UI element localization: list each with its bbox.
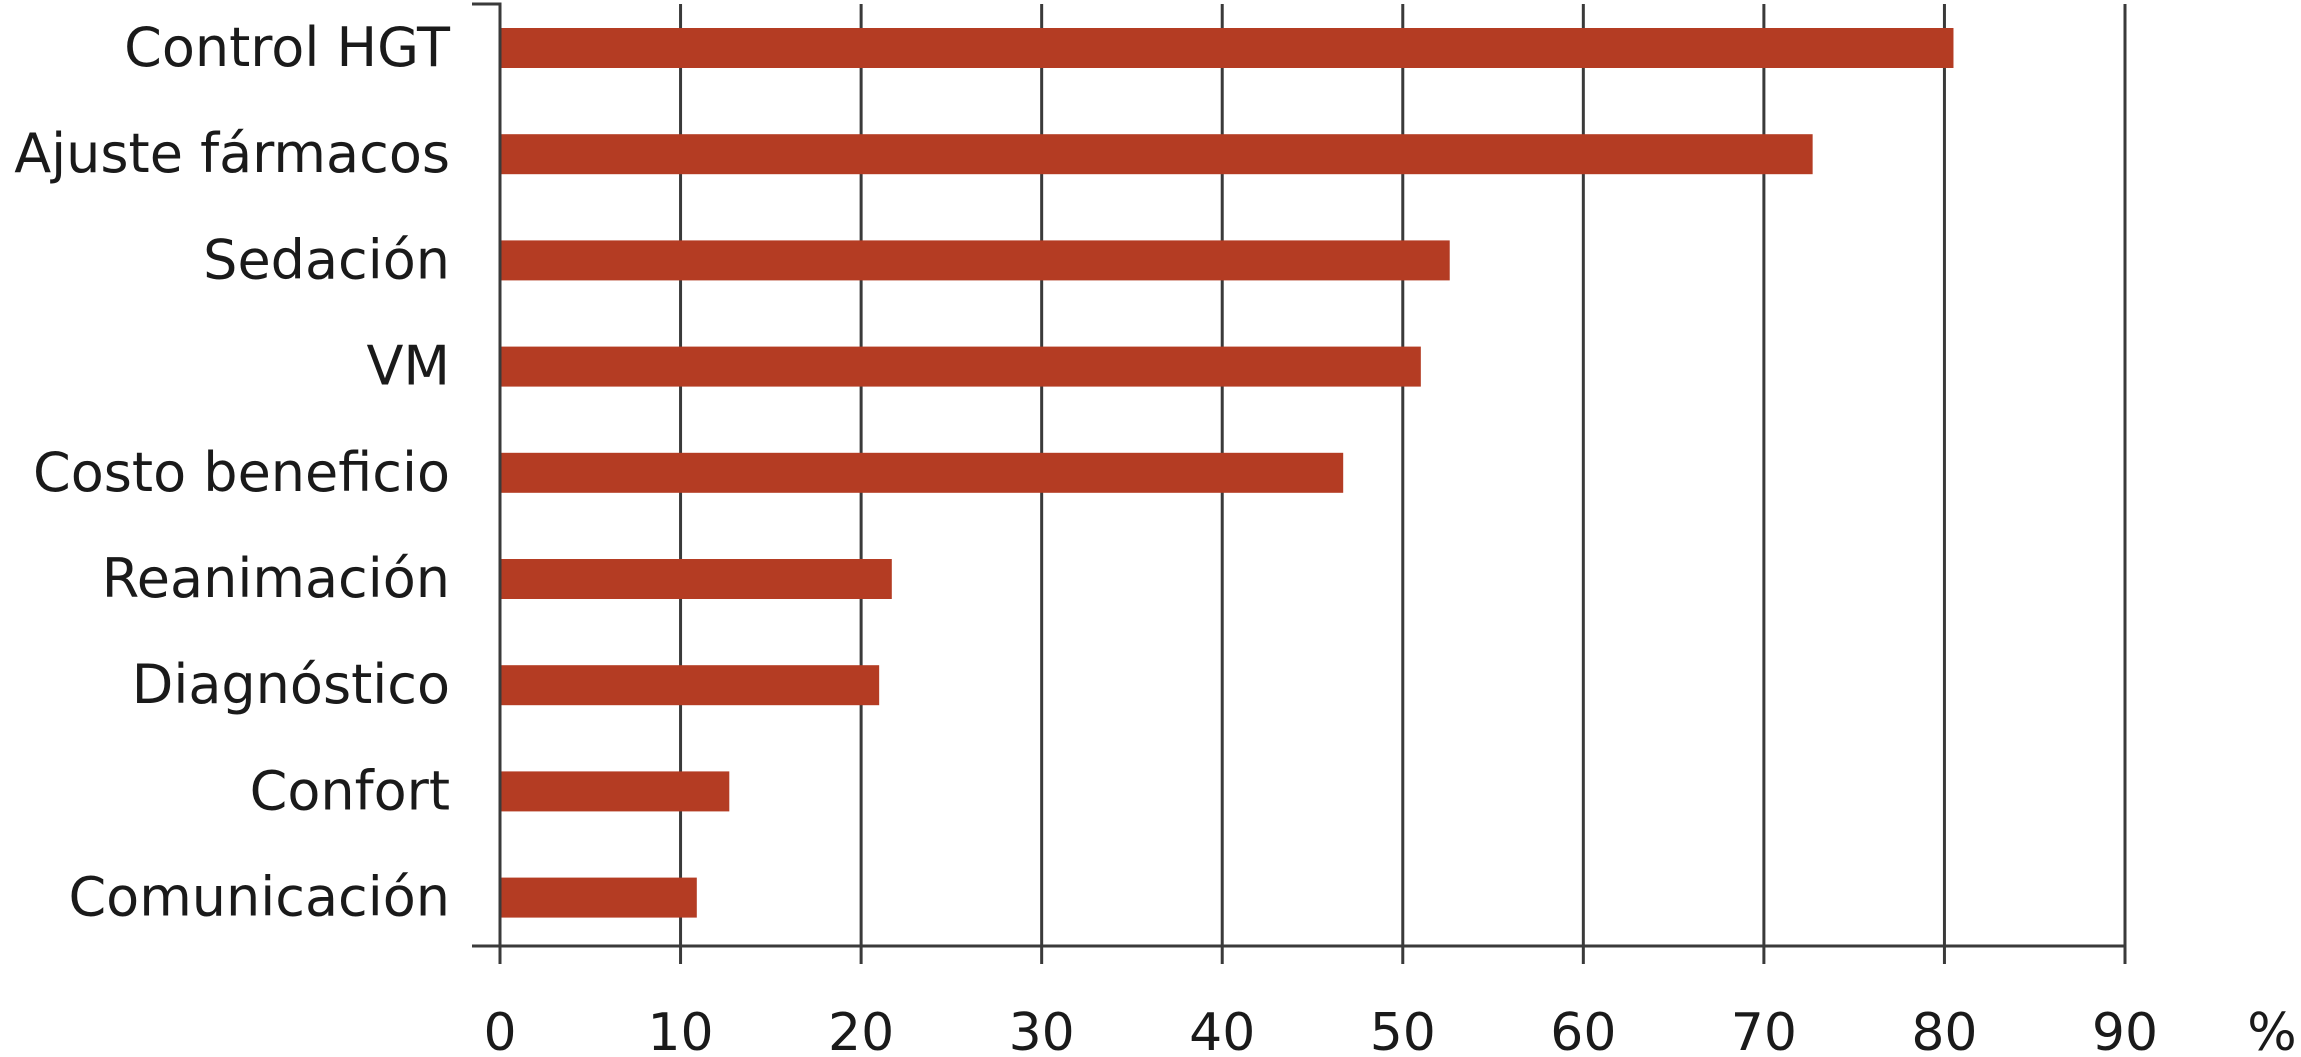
- x-tick-label-20: 20: [828, 1003, 894, 1057]
- x-tick-label-70: 70: [1731, 1003, 1797, 1057]
- x-tick-label-50: 50: [1370, 1003, 1436, 1057]
- bar-0: [500, 28, 1954, 68]
- y-axis: [472, 2, 502, 964]
- x-tick-label-30: 30: [1009, 1003, 1075, 1057]
- bar-5: [500, 559, 892, 599]
- bars: [500, 28, 1954, 918]
- category-label-2: Sedación: [203, 228, 450, 291]
- x-tick-label-10: 10: [647, 1003, 713, 1057]
- bar-4: [500, 452, 1344, 493]
- x-unit-label: %: [2247, 1003, 2296, 1057]
- category-label-8: Comunicación: [68, 866, 450, 929]
- x-tick-label-40: 40: [1189, 1003, 1255, 1057]
- axes: [472, 2, 2127, 964]
- category-label-4: Costo beneficio: [33, 441, 450, 504]
- x-tick-label-0: 0: [483, 1003, 516, 1057]
- category-labels: Control HGT Ajuste fármacos Sedación VM Cost…: [14, 16, 451, 929]
- x-tick-label-60: 60: [1550, 1003, 1616, 1057]
- bar-3: [500, 346, 1421, 387]
- category-label-6: Diagnóstico: [132, 653, 450, 716]
- category-label-3: VM: [366, 335, 450, 398]
- category-label-0: Control HGT: [124, 16, 451, 79]
- category-label-7: Confort: [250, 759, 450, 822]
- bar-6: [500, 665, 880, 706]
- bar-1: [500, 134, 1813, 175]
- bar-7: [500, 771, 730, 812]
- x-tick-labels: 0 10 20 30 40 50 60 70 80 90: [483, 1003, 2158, 1057]
- x-tick-label-80: 80: [1911, 1003, 1977, 1057]
- x-tick-label-90: 90: [2092, 1003, 2158, 1057]
- bar-8: [500, 877, 697, 918]
- category-label-5: Reanimación: [102, 547, 450, 610]
- category-label-1: Ajuste fármacos: [14, 122, 450, 185]
- bar-2: [500, 240, 1450, 281]
